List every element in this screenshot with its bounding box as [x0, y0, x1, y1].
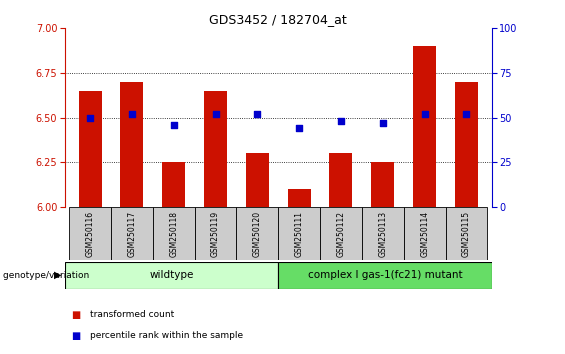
Text: percentile rank within the sample: percentile rank within the sample — [90, 331, 244, 340]
Bar — [413, 46, 436, 207]
Text: GSM250113: GSM250113 — [379, 211, 388, 257]
Point — [462, 111, 471, 117]
Bar — [236, 207, 279, 260]
Text: transformed count: transformed count — [90, 310, 175, 319]
Bar — [371, 162, 394, 207]
Bar — [279, 207, 320, 260]
Bar — [162, 162, 185, 207]
Bar — [362, 207, 404, 260]
Text: ▶: ▶ — [54, 270, 61, 280]
Point — [85, 115, 94, 121]
Title: GDS3452 / 182704_at: GDS3452 / 182704_at — [210, 13, 347, 26]
Point — [337, 119, 346, 124]
Bar — [204, 91, 227, 207]
Text: GSM250112: GSM250112 — [337, 211, 345, 257]
Bar — [79, 91, 102, 207]
Bar — [153, 207, 194, 260]
Text: ■: ■ — [71, 310, 80, 320]
Point — [379, 120, 388, 126]
Text: GSM250120: GSM250120 — [253, 211, 262, 257]
Bar — [194, 207, 236, 260]
Bar — [329, 154, 353, 207]
Point — [127, 111, 136, 117]
Point — [169, 122, 178, 128]
Bar — [69, 207, 111, 260]
Text: GSM250119: GSM250119 — [211, 211, 220, 257]
Text: GSM250118: GSM250118 — [169, 211, 178, 257]
Text: GSM250117: GSM250117 — [127, 211, 136, 257]
Bar — [446, 207, 488, 260]
Bar — [65, 262, 278, 289]
Bar — [111, 207, 153, 260]
Bar — [455, 82, 478, 207]
Bar — [404, 207, 446, 260]
Text: GSM250116: GSM250116 — [85, 211, 94, 257]
Text: genotype/variation: genotype/variation — [3, 271, 92, 280]
Text: GSM250114: GSM250114 — [420, 211, 429, 257]
Point — [420, 111, 429, 117]
Point — [295, 126, 304, 131]
Bar — [120, 82, 144, 207]
Point — [211, 111, 220, 117]
Bar — [278, 262, 492, 289]
Bar — [320, 207, 362, 260]
Text: wildtype: wildtype — [149, 270, 194, 280]
Text: GSM250111: GSM250111 — [295, 211, 303, 257]
Text: GSM250115: GSM250115 — [462, 211, 471, 257]
Text: ■: ■ — [71, 331, 80, 341]
Text: complex I gas-1(fc21) mutant: complex I gas-1(fc21) mutant — [307, 270, 462, 280]
Bar — [288, 189, 311, 207]
Point — [253, 111, 262, 117]
Bar — [246, 154, 269, 207]
